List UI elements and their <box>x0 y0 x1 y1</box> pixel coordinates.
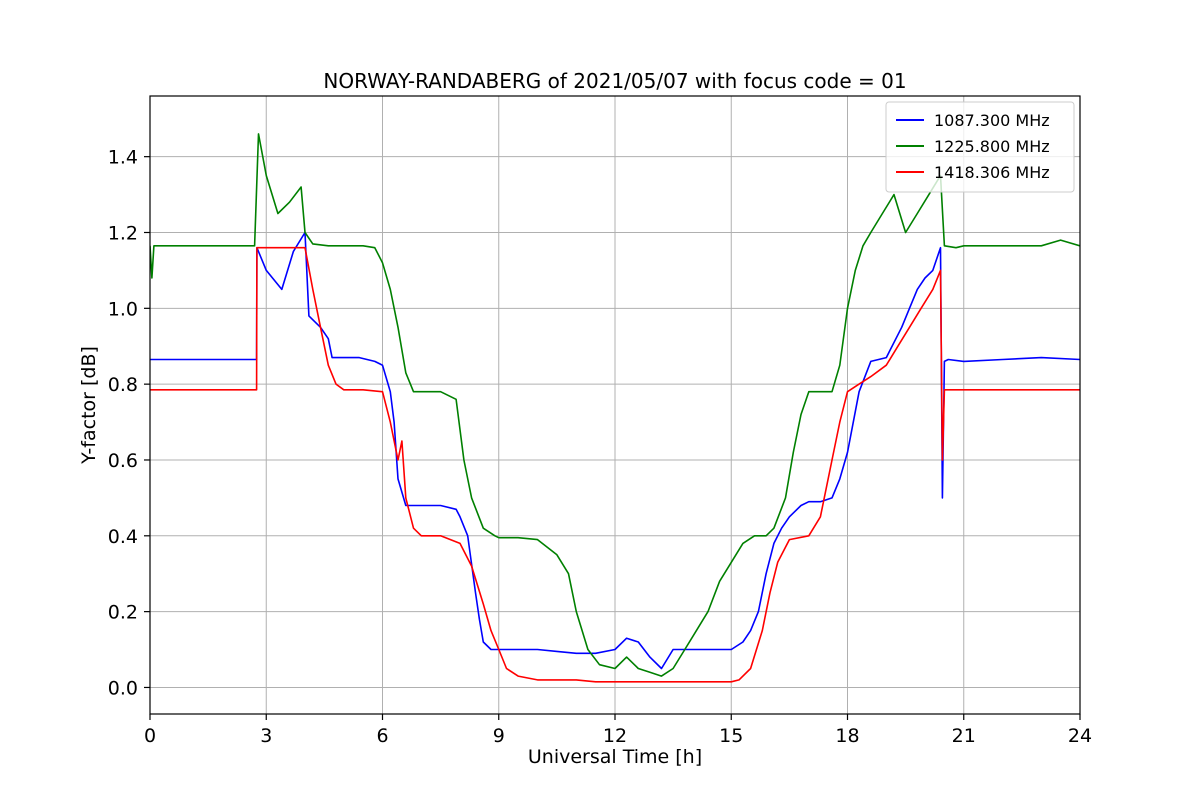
y-tick-label: 0.2 <box>108 602 138 624</box>
legend-entry-label: 1418.306 MHz <box>934 163 1050 182</box>
chart-title: NORWAY-RANDABERG of 2021/05/07 with focu… <box>323 69 906 93</box>
y-tick-label: 0.4 <box>108 526 138 548</box>
x-axis-ticks: 0 3 6 9 12 15 18 21 24 <box>144 714 1092 747</box>
series-line-2 <box>150 133 1080 677</box>
y-tick-label: 0.0 <box>108 677 138 699</box>
series-group <box>150 133 1080 683</box>
x-tick-label: 3 <box>260 725 272 747</box>
x-tick-label: 6 <box>376 725 388 747</box>
y-axis-label: Y-factor [dB] <box>78 346 100 465</box>
y-tick-label: 0.8 <box>108 374 138 396</box>
x-tick-label: 0 <box>144 725 156 747</box>
legend-box <box>885 101 1075 193</box>
x-tick-label: 18 <box>835 725 859 747</box>
plot-area <box>150 133 1080 683</box>
x-tick-label: 9 <box>493 725 505 747</box>
series-line-3 <box>150 246 1080 683</box>
legend: 1087.300 MHz 1225.800 MHz 1418.306 MHz <box>885 101 1075 193</box>
legend-entry-label: 1087.300 MHz <box>934 111 1050 130</box>
x-tick-label: 12 <box>603 725 627 747</box>
y-tick-label: 1.2 <box>108 222 138 244</box>
x-axis-label: Universal Time [h] <box>528 746 702 768</box>
y-tick-label: 1.4 <box>108 147 138 169</box>
y-tick-label: 1.0 <box>108 298 138 320</box>
legend-entry-label: 1225.800 MHz <box>934 137 1050 156</box>
x-tick-label: 15 <box>719 725 743 747</box>
x-tick-label: 21 <box>952 725 976 747</box>
y-tick-label: 0.6 <box>108 450 138 472</box>
y-axis-ticks: 0.0 0.2 0.4 0.6 0.8 1.0 1.2 1.4 <box>108 147 150 699</box>
series-line-1 <box>150 231 1080 670</box>
x-tick-label: 24 <box>1068 725 1092 747</box>
